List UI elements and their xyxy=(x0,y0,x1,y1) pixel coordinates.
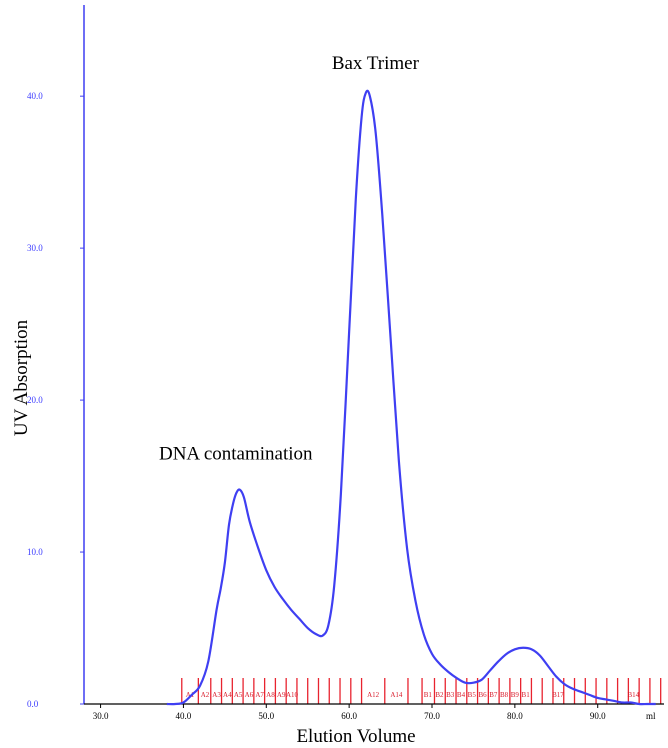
x-tick-label: 70.0 xyxy=(424,711,440,721)
fraction-label: B9 xyxy=(511,691,520,699)
y-tick-label: 10.0 xyxy=(27,547,43,557)
x-tick-label: 40.0 xyxy=(176,711,192,721)
x-tick-label: 30.0 xyxy=(93,711,109,721)
fraction-label: B3 xyxy=(446,691,455,699)
fraction-label: A14 xyxy=(390,691,403,699)
x-axis-label: Elution Volume xyxy=(296,726,415,747)
fraction-markers: A1 A2 A3 A4 A5 A6 A7 A8 A9 A10 A12 A14 B1 B2 B3 B4 B5 B6 B… xyxy=(181,678,662,704)
y-tick-label: 20.0 xyxy=(27,395,43,405)
fraction-label: A10 xyxy=(286,691,299,699)
fraction-label: B1 xyxy=(522,691,531,699)
fraction-label: A3 xyxy=(212,691,221,699)
annotation-dna-contamination: DNA contamination xyxy=(159,444,313,465)
annotation-bax-trimer: Bax Trimer xyxy=(332,53,420,74)
x-tick-label: 80.0 xyxy=(507,711,523,721)
fraction-label: B5 xyxy=(468,691,477,699)
x-tick-label: 60.0 xyxy=(341,711,357,721)
y-tick-label: 40.0 xyxy=(27,91,43,101)
x-unit-label: ml xyxy=(646,711,656,721)
fraction-label: B17 xyxy=(552,691,564,699)
y-tick-label: 0.0 xyxy=(27,699,39,709)
fraction-label: B6 xyxy=(478,691,487,699)
tick-labels: 0.0 10.0 20.0 30.0 40.0 30.0 40.0 50.0 60.0 70.0 8… xyxy=(27,91,606,721)
annotations: Bax Trimer DNA contamination xyxy=(159,53,420,465)
fraction-label: B4 xyxy=(457,691,466,699)
x-tick-label: 90.0 xyxy=(590,711,606,721)
y-tick-label: 30.0 xyxy=(27,243,43,253)
fraction-label: B14 xyxy=(628,691,640,699)
fraction-label: B1 xyxy=(424,691,433,699)
fraction-label: A2 xyxy=(201,691,210,699)
fraction-label: A9 xyxy=(277,691,286,699)
fraction-label: B8 xyxy=(500,691,509,699)
uv-absorption-line xyxy=(166,89,656,706)
fraction-label: A6 xyxy=(245,691,254,699)
y-axis-label: UV Absorption xyxy=(11,319,32,436)
fraction-label: A8 xyxy=(266,691,275,699)
fraction-label: A12 xyxy=(367,691,380,699)
fraction-label: A5 xyxy=(234,691,243,699)
fraction-label: B7 xyxy=(489,691,498,699)
fraction-label: A4 xyxy=(223,691,232,699)
x-tick-label: 50.0 xyxy=(258,711,274,721)
fraction-label: A7 xyxy=(255,691,264,699)
fraction-label: B2 xyxy=(435,691,444,699)
series xyxy=(166,89,656,706)
